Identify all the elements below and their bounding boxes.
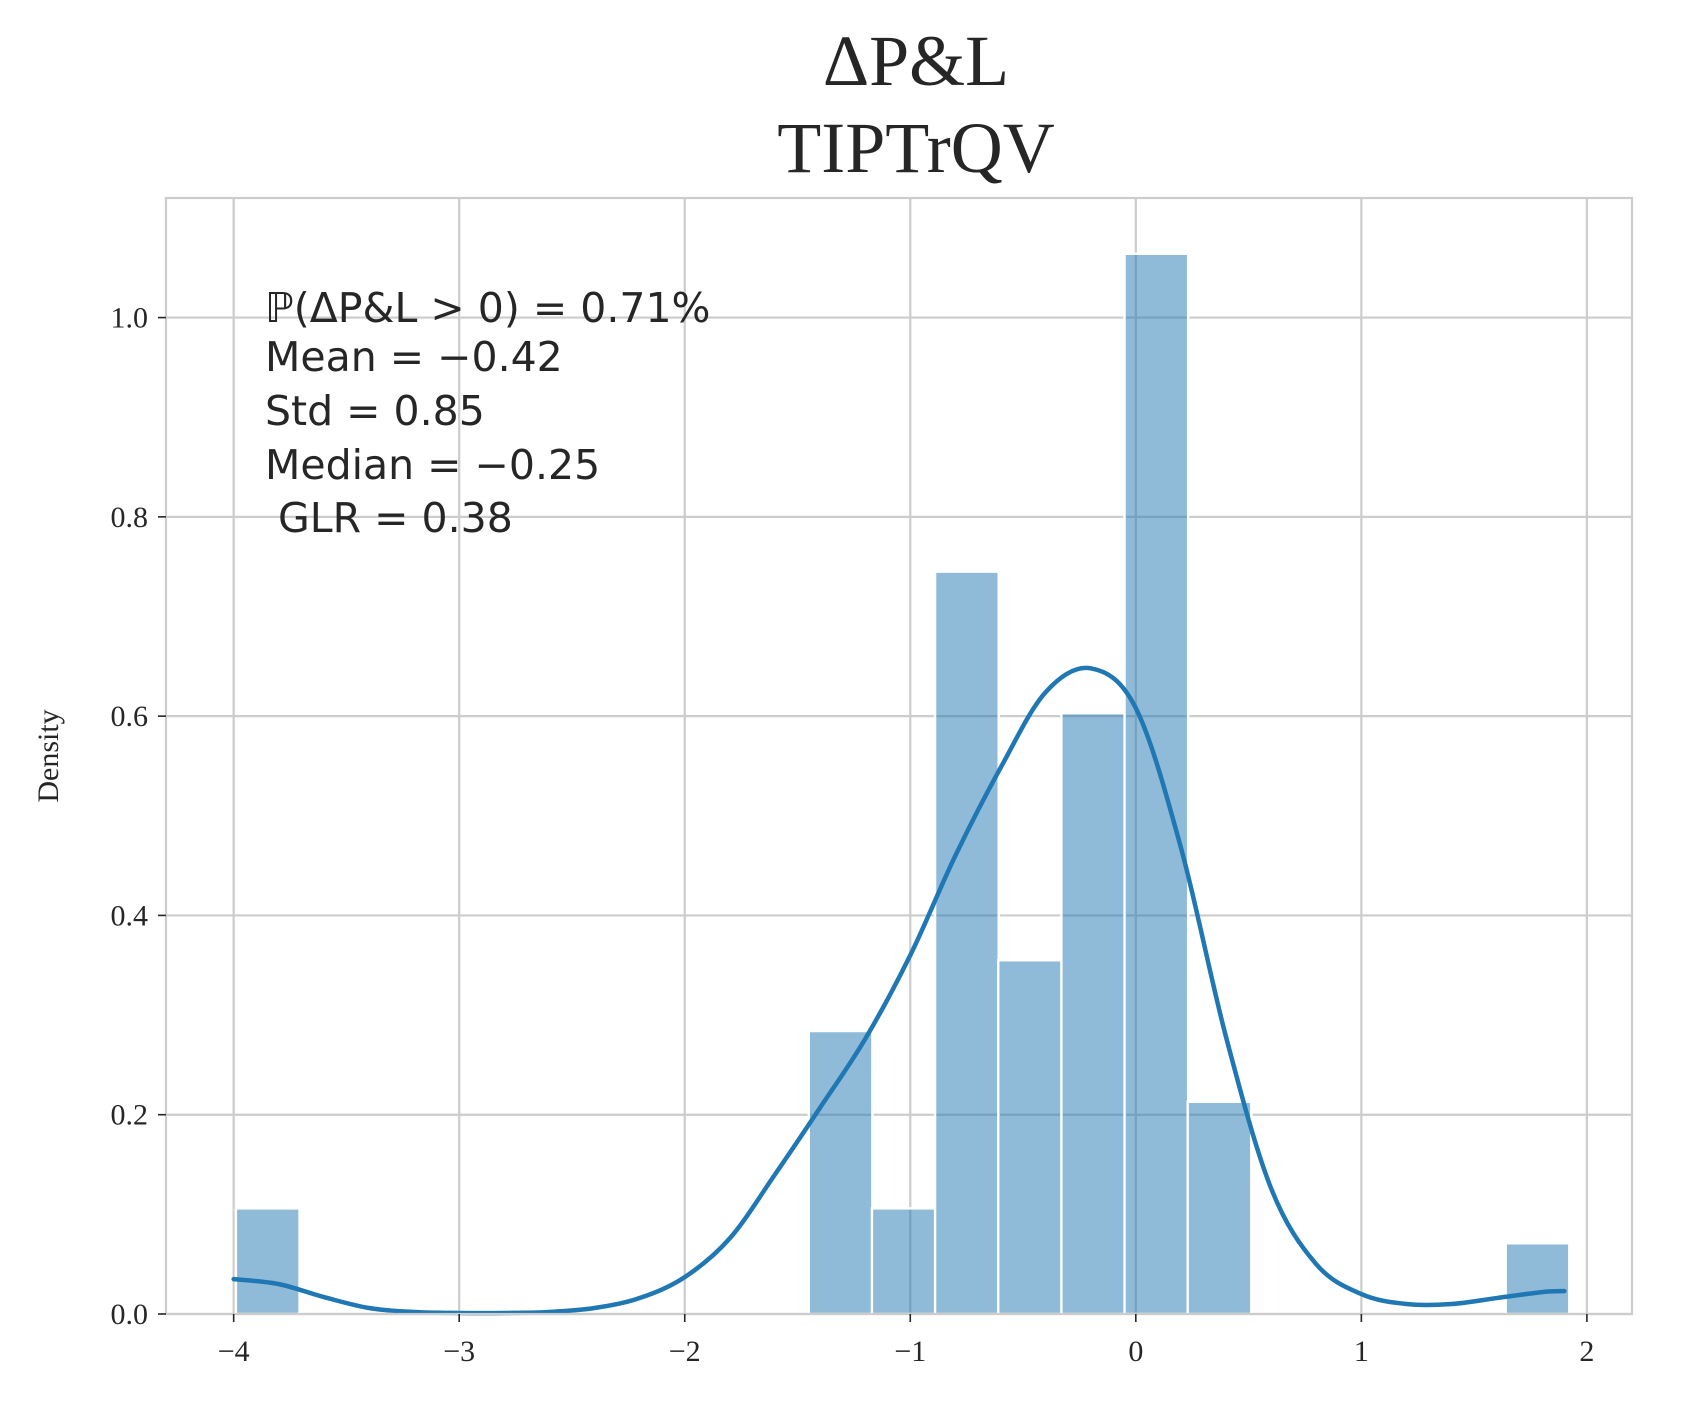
histogram-bar [1060,711,1127,1316]
x-tick-label: 1 [1354,1335,1369,1368]
x-tick-label: −4 [218,1335,250,1368]
y-tick-label: 0.4 [111,899,149,932]
x-tick-label: 2 [1579,1335,1594,1368]
x-tick-label: −3 [443,1335,475,1368]
stat-probability: ℙ(ΔP&L > 0) = 0.71% [265,284,711,332]
y-tick-label: 0.8 [111,501,149,534]
histogram-bar [933,570,1000,1316]
y-tick-label: 0.2 [111,1099,149,1132]
y-axis-ticks: 0.0 0.2 0.4 0.6 0.8 1.0 [111,302,166,1331]
stats-annotation: ℙ(ΔP&L > 0) = 0.71% Mean = −0.42 Std = 0… [265,284,711,542]
chart-subtitle: TIPTrQV [777,108,1054,188]
x-tick-label: 0 [1128,1335,1143,1368]
histogram-bar [234,1207,301,1316]
y-tick-label: 0.6 [111,700,149,733]
y-axis-label: Density [32,709,65,802]
x-axis-ticks: −4 −3 −2 −1 0 1 2 [218,1314,1594,1368]
stat-mean: Mean = −0.42 [265,333,563,381]
histogram-bar [1504,1242,1571,1316]
histogram-bar [1186,1100,1253,1316]
x-tick-label: −2 [669,1335,701,1368]
x-tick-label: −1 [894,1335,926,1368]
y-tick-label: 1.0 [111,302,149,335]
histogram-bar [997,959,1064,1316]
plot-frame [164,196,1634,1316]
stat-glr: GLR = 0.38 [278,494,513,542]
y-tick-label: 0.0 [111,1298,149,1331]
stat-std: Std = 0.85 [265,387,485,435]
histogram-bar [870,1207,937,1316]
stat-median: Median = −0.25 [265,441,600,489]
chart-title: ΔP&L [823,21,1009,101]
histogram-bar [1123,252,1190,1316]
